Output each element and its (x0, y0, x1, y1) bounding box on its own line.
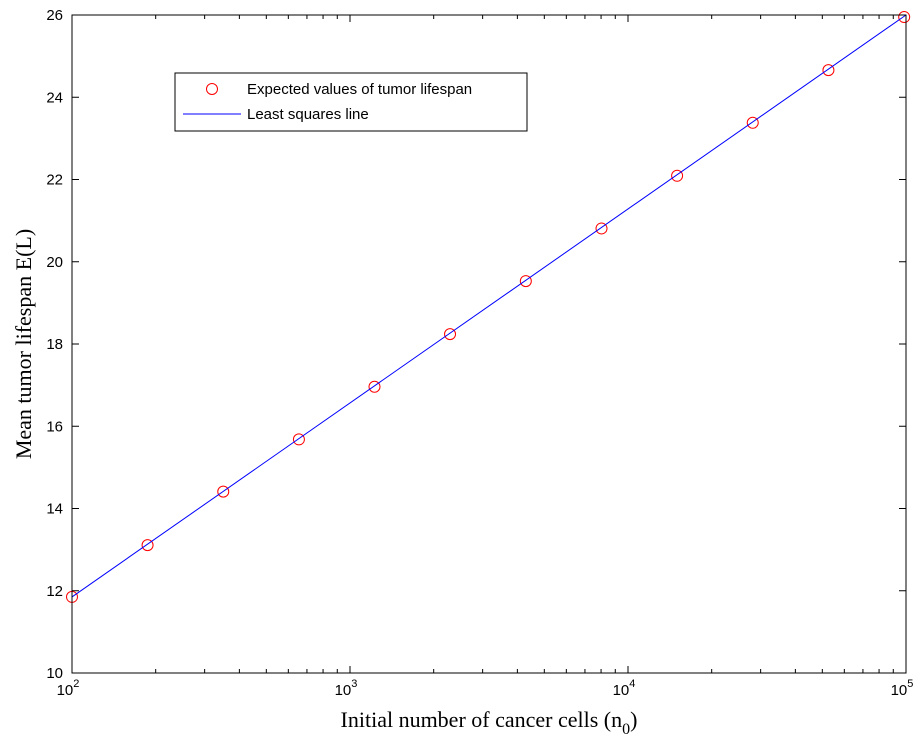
axes (71, 14, 907, 674)
y-tick-label: 12 (46, 583, 63, 600)
y-tick-label: 20 (46, 254, 63, 271)
data-point-9 (746, 116, 759, 129)
data-point-11 (898, 11, 911, 24)
x-tick-label: 105 (891, 678, 914, 699)
data-point-4 (368, 380, 381, 393)
x-tick-label: 104 (613, 678, 636, 699)
x-tick-label: 103 (335, 678, 358, 699)
y-tick-label: 24 (46, 89, 63, 106)
y-tick-label: 18 (46, 336, 63, 353)
data-point-3 (292, 433, 305, 446)
data-point-10 (822, 64, 835, 77)
legend-label-line: Least squares line (247, 106, 369, 123)
y-tick-label: 10 (46, 665, 63, 682)
y-tick-label: 14 (46, 501, 63, 518)
plot-area (66, 11, 911, 603)
data-point-1 (141, 539, 154, 552)
x-axis-title: Initial number of cancer cells (n0) (341, 707, 638, 738)
y-tick-label: 22 (46, 172, 63, 189)
data-point-8 (671, 169, 684, 182)
legend-label-scatter: Expected values of tumor lifespan (247, 81, 472, 98)
legend: Expected values of tumor lifespan Least s… (174, 72, 528, 132)
data-point-6 (519, 275, 532, 288)
legend-marker-scatter (206, 83, 218, 95)
y-tick-label: 26 (46, 7, 63, 24)
x-tick-label: 102 (57, 678, 80, 699)
y-axis-title: Mean tumor lifespan E(L) (11, 229, 36, 459)
least-squares-line (71, 14, 907, 598)
data-point-7 (595, 222, 608, 235)
data-point-2 (217, 485, 230, 498)
y-tick-label: 16 (46, 418, 63, 435)
tick-labels: 10 12 14 16 18 20 22 24 26 102 103 104 105 Initial nu… (11, 7, 913, 738)
data-point-5 (444, 328, 457, 341)
legend-box (174, 72, 528, 132)
